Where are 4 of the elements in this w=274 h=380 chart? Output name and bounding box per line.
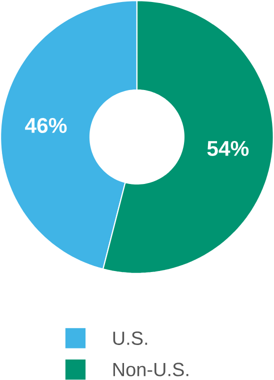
legend-label: U.S.	[113, 332, 148, 345]
data-label: 54%	[207, 140, 249, 156]
data-label: 46%	[25, 118, 67, 133]
legend-label: Non-U.S.	[113, 362, 188, 376]
